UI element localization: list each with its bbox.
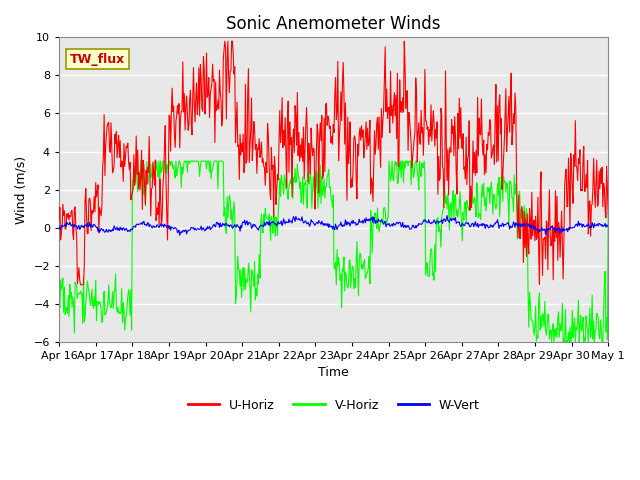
U-Horiz xyxy=(55,216,63,222)
V-Horiz xyxy=(132,158,140,164)
U-Horiz xyxy=(402,106,410,111)
V-Horiz xyxy=(604,210,612,216)
Legend: U-Horiz, V-Horiz, W-Vert: U-Horiz, V-Horiz, W-Vert xyxy=(182,394,484,417)
W-Vert xyxy=(604,224,612,230)
U-Horiz xyxy=(178,108,186,114)
W-Vert xyxy=(417,221,425,227)
Line: W-Vert: W-Vert xyxy=(59,216,608,235)
W-Vert xyxy=(55,224,63,229)
V-Horiz xyxy=(122,315,129,321)
U-Horiz xyxy=(221,38,228,44)
U-Horiz xyxy=(418,130,426,135)
V-Horiz xyxy=(401,165,409,171)
V-Horiz xyxy=(207,176,215,181)
W-Vert xyxy=(444,213,451,218)
W-Vert xyxy=(178,230,186,236)
X-axis label: Time: Time xyxy=(318,367,349,380)
W-Vert xyxy=(207,226,215,231)
Y-axis label: Wind (m/s): Wind (m/s) xyxy=(15,156,28,224)
U-Horiz xyxy=(207,86,215,92)
W-Vert xyxy=(65,222,73,228)
U-Horiz xyxy=(604,211,612,217)
Line: V-Horiz: V-Horiz xyxy=(59,161,608,342)
V-Horiz xyxy=(65,314,73,320)
V-Horiz xyxy=(178,165,186,170)
U-Horiz xyxy=(122,143,130,149)
W-Vert xyxy=(401,222,409,228)
Text: TW_flux: TW_flux xyxy=(70,53,125,66)
V-Horiz xyxy=(417,173,425,179)
U-Horiz xyxy=(65,217,73,223)
Title: Sonic Anemometer Winds: Sonic Anemometer Winds xyxy=(227,15,441,33)
U-Horiz xyxy=(77,282,84,288)
W-Vert xyxy=(122,227,129,232)
W-Vert xyxy=(176,232,184,238)
V-Horiz xyxy=(548,339,556,345)
V-Horiz xyxy=(55,300,63,306)
Line: U-Horiz: U-Horiz xyxy=(59,41,608,285)
